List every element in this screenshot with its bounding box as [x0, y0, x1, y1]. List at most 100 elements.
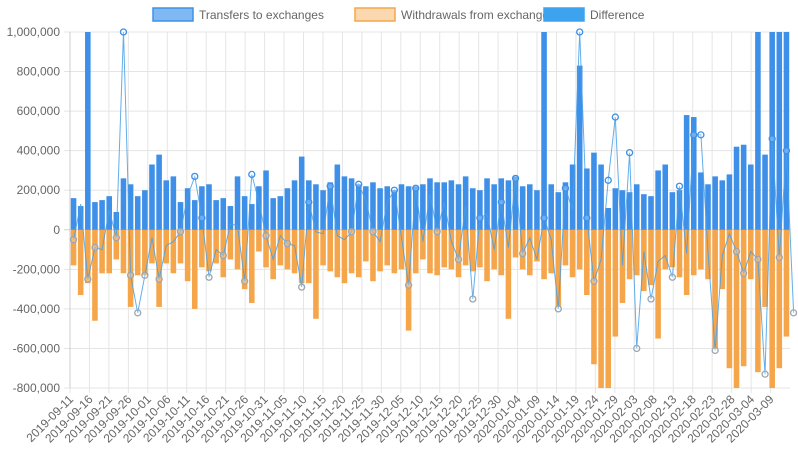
transfer-bar [391, 190, 398, 230]
transfer-bar [370, 182, 376, 230]
withdrawal-bar [527, 229, 533, 276]
withdrawal-bar [142, 229, 148, 276]
difference-point [390, 186, 399, 194]
difference-point [633, 344, 641, 353]
withdrawal-bar [748, 229, 754, 280]
difference-point [754, 255, 762, 264]
difference-point [404, 281, 413, 289]
withdrawal-bar [85, 229, 91, 284]
transfer-bar [220, 198, 227, 230]
transfer-bar [669, 192, 676, 230]
difference-point [768, 135, 776, 143]
transfer-bar [512, 176, 519, 230]
transfer-bar [384, 186, 391, 230]
withdrawal-bar [355, 229, 362, 278]
transfer-bar [519, 186, 526, 230]
transfer-bar [149, 164, 155, 230]
withdrawal-bar [769, 229, 775, 388]
legend-label: Transfers to exchanges [199, 8, 324, 22]
transfer-bar [355, 184, 362, 230]
withdrawal-bar [755, 229, 761, 373]
difference-point [711, 346, 719, 355]
withdrawal-bar [348, 229, 355, 274]
withdrawal-bar [498, 229, 505, 276]
withdrawal-bar [113, 229, 120, 260]
withdrawal-bar [313, 229, 319, 319]
legend-swatch [152, 7, 194, 22]
transfer-bar [690, 117, 697, 230]
withdrawal-bar [605, 229, 611, 388]
withdrawal-bar [633, 229, 640, 276]
transfer-bar [541, 32, 547, 230]
withdrawal-bar [398, 229, 405, 270]
transfer-bar [134, 196, 141, 230]
transfer-bar [256, 186, 262, 230]
withdrawal-bars [70, 229, 790, 388]
difference-point [647, 295, 655, 303]
withdrawal-bar [306, 229, 312, 284]
withdrawal-bar [648, 229, 654, 286]
transfer-bar [755, 32, 761, 230]
withdrawal-bar [334, 229, 341, 278]
difference-point [219, 251, 227, 260]
transfer-bar [341, 176, 348, 230]
transfer-bar [320, 190, 326, 230]
transfer-bar [156, 154, 162, 230]
transfer-bar [748, 164, 754, 230]
transfer-bar [527, 184, 533, 230]
transfer-bar [619, 190, 626, 230]
withdrawal-bar [484, 229, 490, 282]
transfer-bar [719, 180, 726, 230]
withdrawal-bar [327, 229, 333, 272]
withdrawal-bar [455, 229, 462, 278]
transfer-bar [733, 146, 740, 230]
withdrawal-bar [462, 229, 469, 266]
transfer-bar [477, 190, 483, 230]
transfer-bar [291, 180, 298, 230]
withdrawal-bar [441, 229, 448, 268]
transfer-bar [633, 184, 640, 230]
transfer-bar [469, 188, 476, 230]
y-tick-label: -800,000 [13, 381, 61, 395]
withdrawal-bar [77, 229, 84, 296]
withdrawal-bar [612, 229, 619, 337]
difference-point [326, 182, 334, 190]
withdrawal-bar [370, 229, 376, 282]
difference-point [262, 232, 270, 240]
difference-point [561, 184, 570, 192]
withdrawal-bar [448, 229, 455, 270]
transfer-bar [77, 206, 84, 230]
transfer-bar [249, 204, 255, 230]
difference-point [369, 228, 377, 236]
withdrawal-bar [298, 229, 305, 284]
legend-swatch [354, 7, 396, 22]
difference-point [576, 28, 584, 36]
withdrawal-bar [177, 229, 184, 264]
transfer-bar [163, 180, 170, 230]
transfer-bar [783, 32, 790, 230]
transfer-bar [726, 174, 733, 230]
difference-point [155, 275, 163, 283]
withdrawal-bar [191, 229, 198, 309]
transfer-bar [184, 188, 191, 230]
withdrawal-bar [740, 229, 747, 367]
difference-point [248, 170, 256, 179]
transfer-bar [534, 190, 540, 230]
transfer-bar [662, 164, 669, 230]
transfer-bar [327, 182, 333, 230]
transfer-bar [462, 176, 469, 230]
transfer-bar [655, 170, 661, 230]
withdrawal-bar [363, 229, 369, 262]
withdrawal-bar [256, 229, 262, 252]
withdrawal-bar [548, 229, 554, 274]
transfer-bar [569, 164, 576, 230]
withdrawal-bar [698, 229, 704, 270]
transfer-bar [106, 196, 112, 230]
x-axis: 2019-09-112019-09-162019-09-212019-09-26… [23, 392, 776, 446]
difference-point [283, 239, 292, 248]
withdrawal-bar [598, 229, 604, 388]
difference-point [176, 228, 185, 236]
difference-line-layer [69, 28, 798, 378]
withdrawal-bar [284, 229, 291, 270]
